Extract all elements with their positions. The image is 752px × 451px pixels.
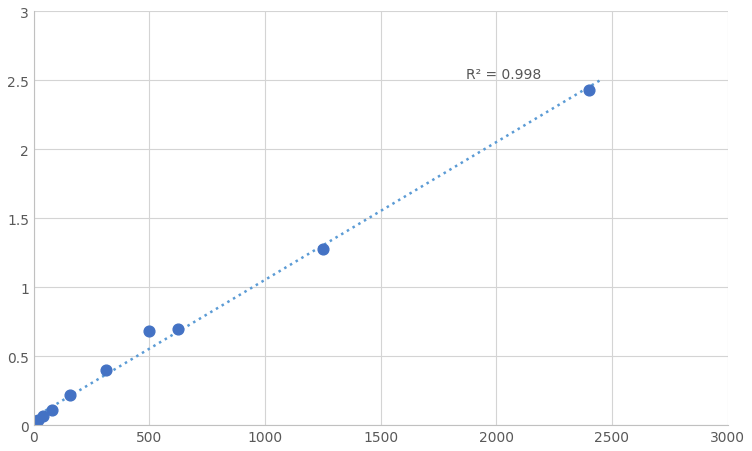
Point bbox=[317, 245, 329, 253]
Point bbox=[583, 87, 595, 94]
Point bbox=[46, 406, 58, 414]
Point bbox=[32, 416, 44, 423]
Point bbox=[172, 325, 184, 332]
Point bbox=[64, 391, 76, 399]
Point bbox=[144, 328, 156, 335]
Point bbox=[100, 367, 112, 374]
Text: R² = 0.998: R² = 0.998 bbox=[466, 68, 541, 82]
Point bbox=[28, 422, 40, 429]
Point bbox=[37, 412, 49, 419]
